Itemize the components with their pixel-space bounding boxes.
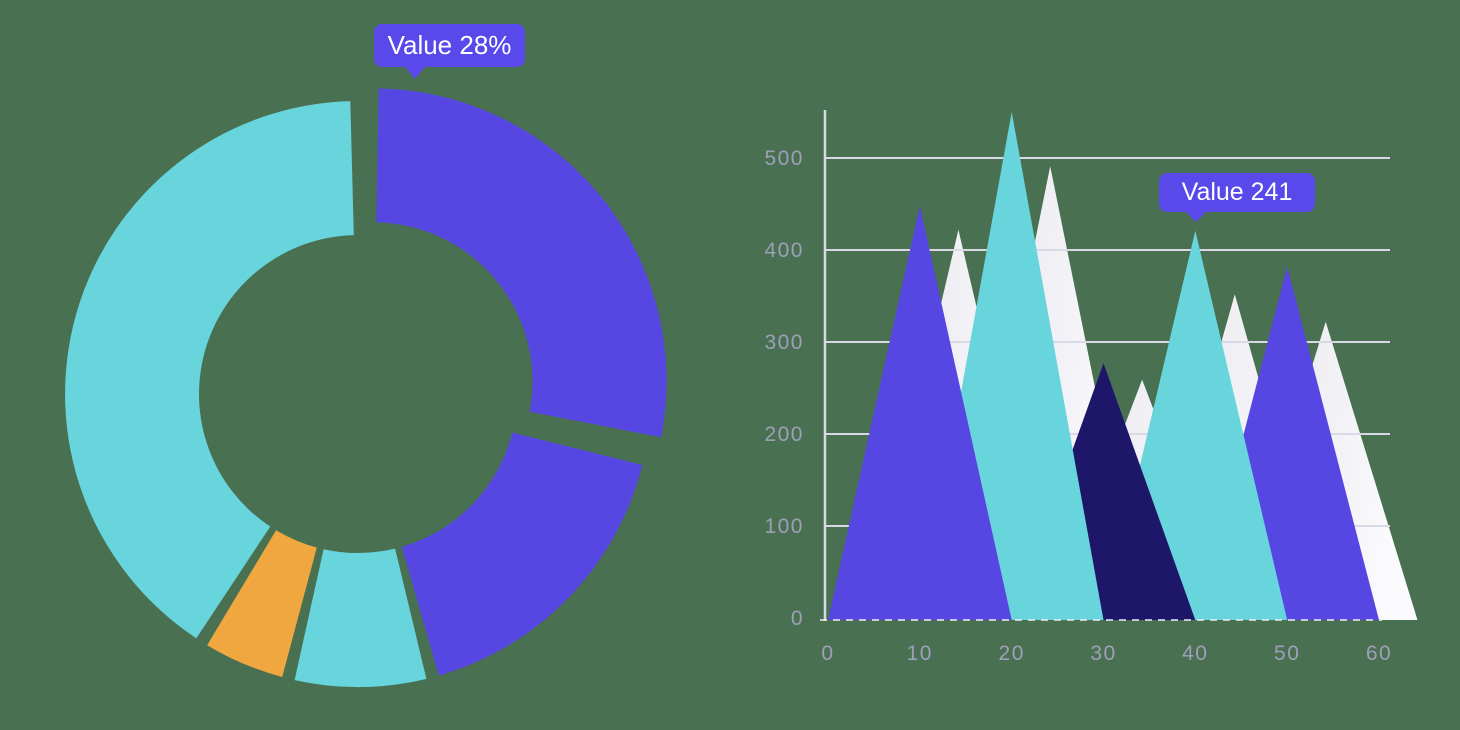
donut-segment-5[interactable]: [65, 101, 354, 639]
x-tick-40: 40: [1182, 642, 1208, 665]
peak-triangles: [828, 112, 1379, 621]
peak-tooltip-label: Value 241: [1181, 178, 1293, 206]
x-tick-60: 60: [1366, 642, 1392, 665]
axis-labels: 0 100 200 300 400 500 0 10 20 30 40 50 60: [764, 147, 1392, 665]
peak-tooltip-pointer-icon: [1186, 212, 1206, 222]
x-tick-20: 20: [999, 642, 1025, 665]
donut-tooltip-pointer-icon: [405, 67, 425, 79]
peak-triangle-x10[interactable]: [828, 205, 1012, 621]
x-tick-10: 10: [907, 642, 933, 665]
triangle-chart: 0 100 200 300 400 500 0 10 20 30 40 50 60: [764, 110, 1418, 665]
donut-chart: [65, 88, 667, 688]
donut-tooltip-label: Value 28%: [387, 30, 512, 60]
y-tick-100: 100: [764, 515, 804, 538]
y-tick-500: 500: [764, 147, 804, 170]
donut-segment-2[interactable]: [401, 432, 643, 676]
donut-segment-3[interactable]: [294, 548, 427, 688]
y-tick-200: 200: [764, 423, 804, 446]
x-tick-50: 50: [1274, 642, 1300, 665]
x-tick-30: 30: [1090, 642, 1116, 665]
donut-segment-1[interactable]: [376, 88, 667, 438]
donut-tooltip: Value 28%: [374, 24, 525, 79]
y-tick-300: 300: [764, 331, 804, 354]
y-tick-400: 400: [764, 239, 804, 262]
y-tick-0: 0: [791, 607, 804, 630]
peak-tooltip: Value 241: [1159, 173, 1315, 222]
x-tick-0: 0: [821, 642, 834, 665]
donut-segment-4[interactable]: [207, 530, 317, 677]
